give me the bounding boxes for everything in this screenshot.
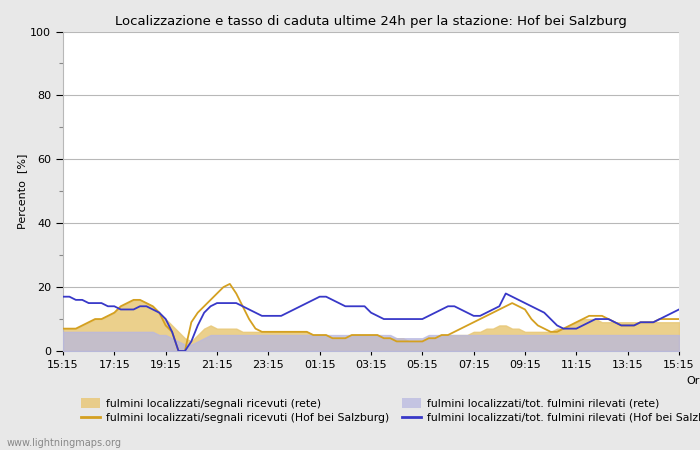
Text: Orario: Orario xyxy=(686,376,700,386)
Y-axis label: Percento  [%]: Percento [%] xyxy=(18,153,27,229)
Legend: fulmini localizzati/segnali ricevuti (rete), fulmini localizzati/segnali ricevut: fulmini localizzati/segnali ricevuti (re… xyxy=(80,398,700,423)
Text: www.lightningmaps.org: www.lightningmaps.org xyxy=(7,438,122,448)
Title: Localizzazione e tasso di caduta ultime 24h per la stazione: Hof bei Salzburg: Localizzazione e tasso di caduta ultime … xyxy=(115,14,627,27)
